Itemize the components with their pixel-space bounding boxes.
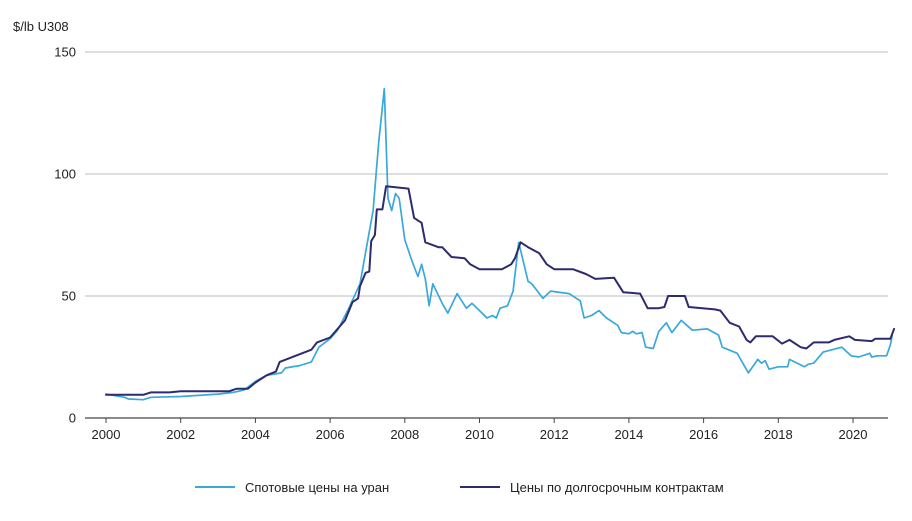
gridlines xyxy=(85,51,888,419)
x-tick-label: 2014 xyxy=(614,427,643,442)
series-lines xyxy=(105,87,896,401)
y-tick-label: 150 xyxy=(54,45,76,60)
x-tick-label: 2018 xyxy=(764,427,793,442)
x-tick-label: 2008 xyxy=(390,427,419,442)
x-axis-ticks: 2000 2002 2004 2006 2008 2010 2012 2014 2016 2018… xyxy=(92,418,868,442)
x-tick-label: 2010 xyxy=(465,427,494,442)
x-tick-label: 2002 xyxy=(166,427,195,442)
legend: Спотовые цены на уран Цены по долгосрочны… xyxy=(195,480,724,495)
x-tick-label: 2012 xyxy=(540,427,569,442)
y-axis-unit-label: $/lb U308 xyxy=(13,19,69,34)
y-tick-label: 100 xyxy=(54,167,76,182)
series-line-long-term xyxy=(105,185,896,396)
x-tick-label: 2004 xyxy=(241,427,270,442)
x-tick-label: 2006 xyxy=(316,427,345,442)
legend-label: Цены по долгосрочным контрактам xyxy=(510,480,724,495)
y-tick-label: 50 xyxy=(62,289,76,304)
x-tick-label: 2020 xyxy=(839,427,868,442)
x-tick-label: 2016 xyxy=(689,427,718,442)
series-line-spot xyxy=(105,87,894,401)
y-axis-ticks: 0 50 100 150 xyxy=(54,45,76,426)
x-tick-label: 2000 xyxy=(92,427,121,442)
y-tick-label: 0 xyxy=(69,411,76,426)
legend-label: Спотовые цены на уран xyxy=(245,480,389,495)
